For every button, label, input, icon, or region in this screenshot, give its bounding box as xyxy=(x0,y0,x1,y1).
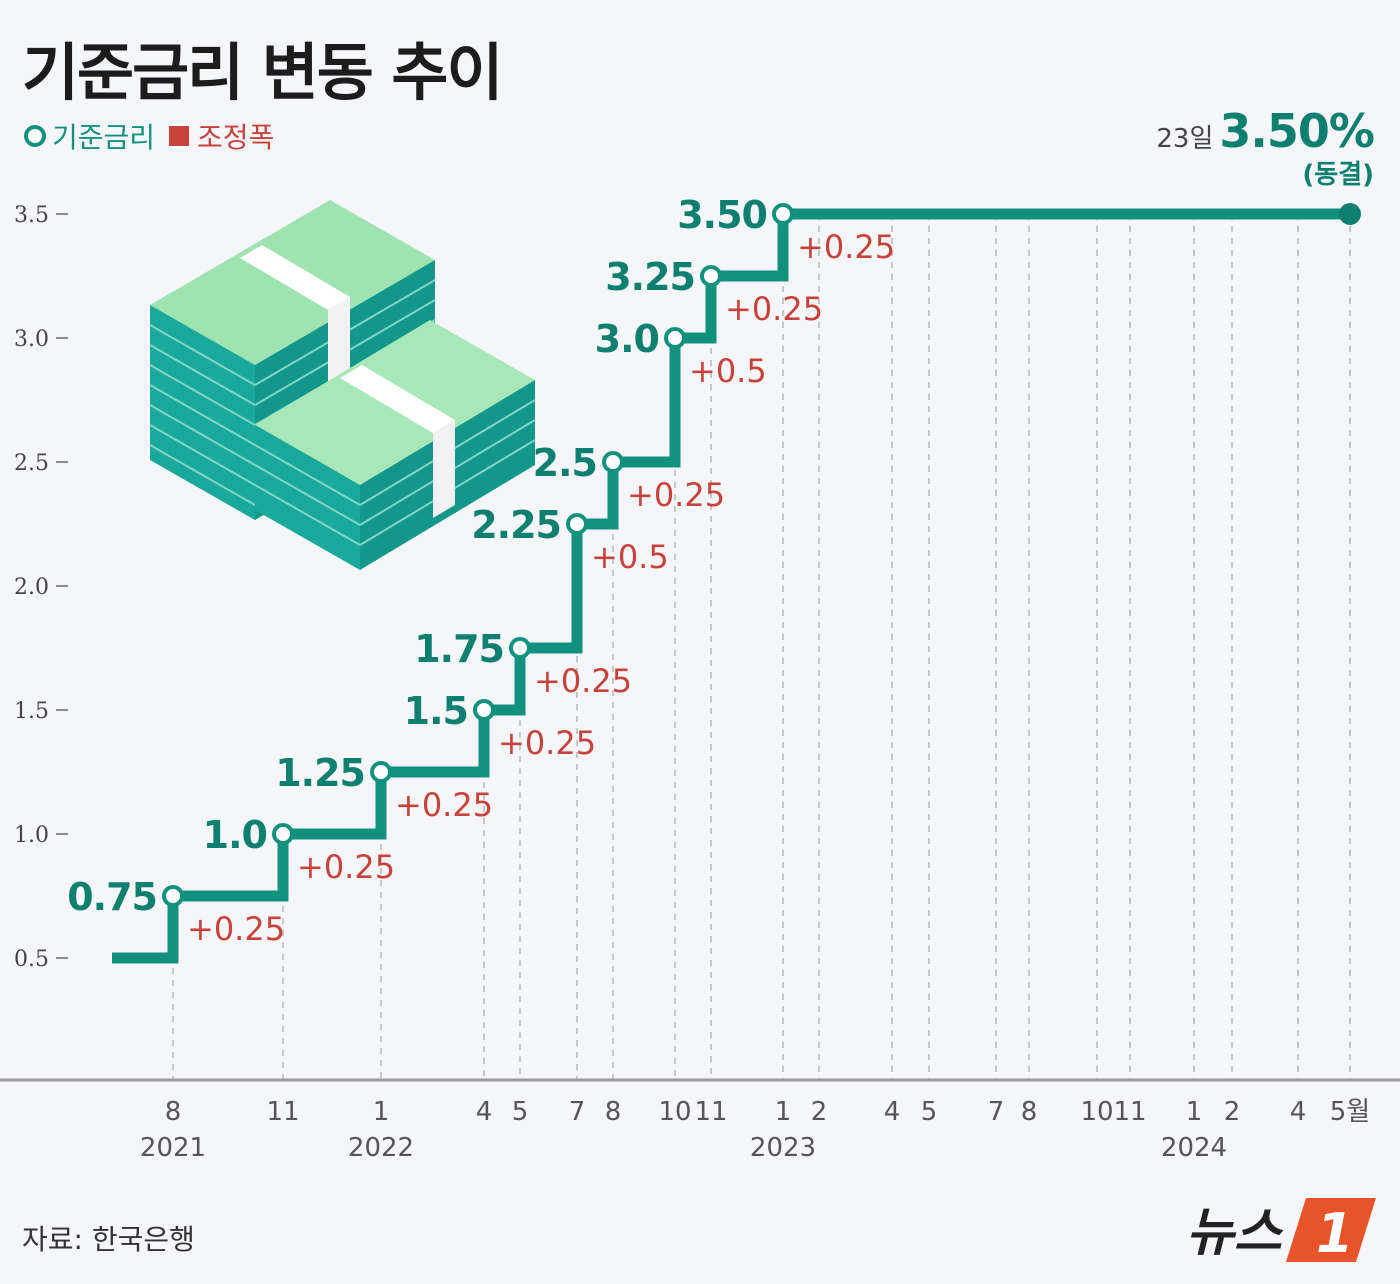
rate-point-marker xyxy=(272,823,294,845)
rate-point-marker xyxy=(700,265,722,287)
change-data-label: +0.5 xyxy=(689,352,767,390)
source-note: 자료: 한국은행 xyxy=(22,1223,195,1256)
x-tick-label: 4 xyxy=(476,1097,493,1127)
x-year-label: 2021 xyxy=(140,1133,206,1163)
change-data-label: +0.5 xyxy=(591,538,669,576)
final-point-marker xyxy=(1339,203,1361,225)
rate-point-marker xyxy=(370,761,392,783)
news1-logo-icon: 뉴스 1 xyxy=(1186,1198,1376,1265)
y-tick-label: 1.0 xyxy=(14,823,49,848)
x-tick-label: 7 xyxy=(569,1097,586,1127)
legend-adjustment-label: 조정폭 xyxy=(197,121,275,154)
x-tick-label: 11 xyxy=(1113,1097,1146,1127)
change-data-label: +0.25 xyxy=(297,848,395,886)
latest-day: 23일 xyxy=(1156,124,1214,154)
latest-rate: 3.50% xyxy=(1219,104,1375,158)
x-tick-label: 5월 xyxy=(1330,1097,1370,1127)
ring-marker-icon xyxy=(24,125,46,147)
x-tick-label: 7 xyxy=(988,1097,1005,1127)
rate-point-marker xyxy=(772,203,794,225)
change-data-label: +0.25 xyxy=(395,786,493,824)
rate-step-line xyxy=(112,208,1350,964)
x-tick-label: 5 xyxy=(512,1097,529,1127)
x-tick-label: 4 xyxy=(884,1097,901,1127)
x-tick-label: 2 xyxy=(811,1097,828,1127)
x-tick-label: 1 xyxy=(373,1097,390,1127)
x-tick-label: 8 xyxy=(1021,1097,1038,1127)
change-data-label: +0.25 xyxy=(627,476,725,514)
rate-point-marker xyxy=(664,327,686,349)
x-tick-label: 11 xyxy=(694,1097,727,1127)
rate-data-label: 2.25 xyxy=(471,503,561,547)
change-data-label: +0.25 xyxy=(534,662,632,700)
rate-data-label: 2.5 xyxy=(533,441,597,485)
y-tick-label: 1.5 xyxy=(14,699,49,724)
news1-logo: 뉴스 1 xyxy=(1186,1190,1382,1274)
logo-text: 뉴스 xyxy=(1186,1203,1284,1263)
change-data-label: +0.25 xyxy=(498,724,596,762)
x-tick-label: 1 xyxy=(775,1097,792,1127)
x-tick-label: 8 xyxy=(605,1097,622,1127)
x-year-label: 2022 xyxy=(348,1133,414,1163)
change-data-label: +0.25 xyxy=(725,290,823,328)
latest-rate-callout: 23일 3.50% (동결) xyxy=(1156,104,1375,191)
legend-rate-label: 기준금리 xyxy=(52,121,156,154)
x-tick-label: 11 xyxy=(266,1097,299,1127)
money-stack-icon xyxy=(149,200,536,570)
y-tick-label: 3.0 xyxy=(14,327,49,352)
x-tick-label: 4 xyxy=(1290,1097,1307,1127)
x-year-label: 2024 xyxy=(1161,1133,1227,1163)
latest-note: (동결) xyxy=(1302,160,1374,190)
y-tick-label: 3.5 xyxy=(14,203,49,228)
rate-data-label: 3.25 xyxy=(605,255,695,299)
x-year-label: 2023 xyxy=(750,1133,816,1163)
rate-data-label: 0.75 xyxy=(67,875,157,919)
x-tick-label: 2 xyxy=(1224,1097,1241,1127)
legend: 기준금리 조정폭 xyxy=(24,116,288,156)
change-data-label: +0.25 xyxy=(797,228,895,266)
rate-data-label: 1.25 xyxy=(275,751,365,795)
rate-data-label: 1.5 xyxy=(404,689,468,733)
rate-point-marker xyxy=(509,637,531,659)
page-title: 기준금리 변동 추이 xyxy=(22,36,503,109)
y-tick-label: 0.5 xyxy=(14,947,49,972)
x-tick-label: 8 xyxy=(165,1097,182,1127)
x-tick-label: 10 xyxy=(658,1097,691,1127)
logo-badge: 1 xyxy=(1316,1202,1354,1265)
rate-point-marker xyxy=(162,885,184,907)
rate-point-marker xyxy=(473,699,495,721)
change-data-label: +0.25 xyxy=(187,910,285,948)
legend-adjustment: 조정폭 xyxy=(169,116,274,156)
x-tick-label: 1 xyxy=(1186,1097,1203,1127)
rate-point-marker xyxy=(602,451,624,473)
x-tick-label: 10 xyxy=(1080,1097,1113,1127)
x-tick-label: 5 xyxy=(921,1097,938,1127)
rate-point-marker xyxy=(566,513,588,535)
rate-data-label: 1.75 xyxy=(414,627,504,671)
square-marker-icon xyxy=(169,126,190,146)
y-tick-label: 2.5 xyxy=(14,451,49,476)
rate-data-label: 1.0 xyxy=(203,813,267,857)
y-tick-label: 2.0 xyxy=(14,575,49,600)
rate-data-label: 3.50 xyxy=(677,193,767,237)
rate-data-label: 3.0 xyxy=(595,317,659,361)
legend-rate: 기준금리 xyxy=(24,116,155,156)
